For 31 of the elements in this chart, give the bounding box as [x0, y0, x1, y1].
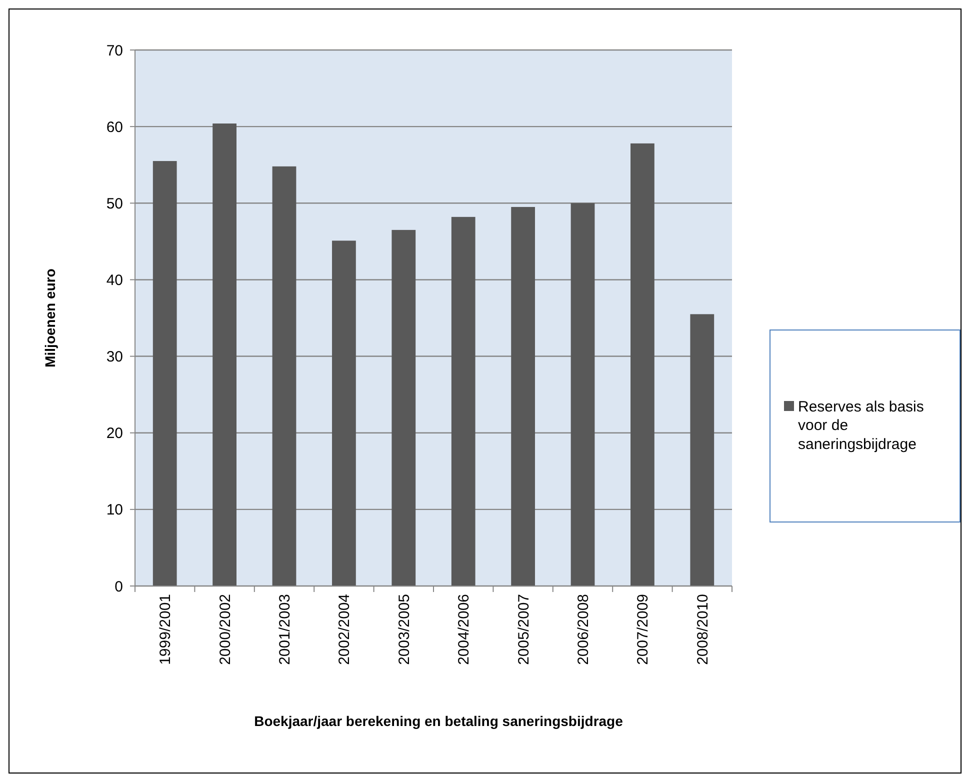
x-tick-label: 2003/2005 [396, 594, 413, 665]
bar [511, 206, 535, 586]
legend-label: Reserves als basis voor de saneringsbijdrage [798, 398, 924, 453]
bar [392, 230, 416, 586]
x-tick-label: 2007/2009 [634, 594, 652, 665]
x-tick-label: 2008/2010 [694, 594, 712, 665]
y-tick-label: 20 [106, 425, 123, 442]
y-tick-label: 0 [114, 578, 123, 596]
y-tick-label: 50 [106, 195, 123, 212]
x-tick-label: 2004/2006 [456, 594, 473, 665]
x-tick-label: 1999/2001 [157, 594, 174, 665]
y-tick-label: 60 [106, 118, 123, 136]
x-tick-label: 2006/2008 [575, 594, 592, 665]
x-tick-label: 2002/2004 [336, 594, 354, 665]
bar [272, 166, 296, 586]
bar [152, 161, 177, 586]
x-tick-label: 2001/2003 [276, 594, 294, 665]
bar [451, 216, 476, 586]
y-axis-title: Miljoenen euro [42, 268, 58, 368]
bar [690, 314, 714, 586]
y-tick-label: 70 [106, 42, 123, 60]
x-tick-label: 2000/2002 [216, 594, 234, 665]
bar [212, 124, 236, 586]
y-tick-label: 10 [106, 502, 123, 519]
bar [332, 240, 356, 586]
y-tick-label: 30 [106, 348, 123, 366]
bar [570, 203, 595, 586]
x-tick-label: 2005/2007 [515, 594, 532, 665]
y-tick-label: 40 [106, 272, 123, 289]
bar [630, 143, 654, 586]
x-axis-title: Boekjaar/jaar berekening en betaling saneringsbijdrage [254, 713, 624, 729]
